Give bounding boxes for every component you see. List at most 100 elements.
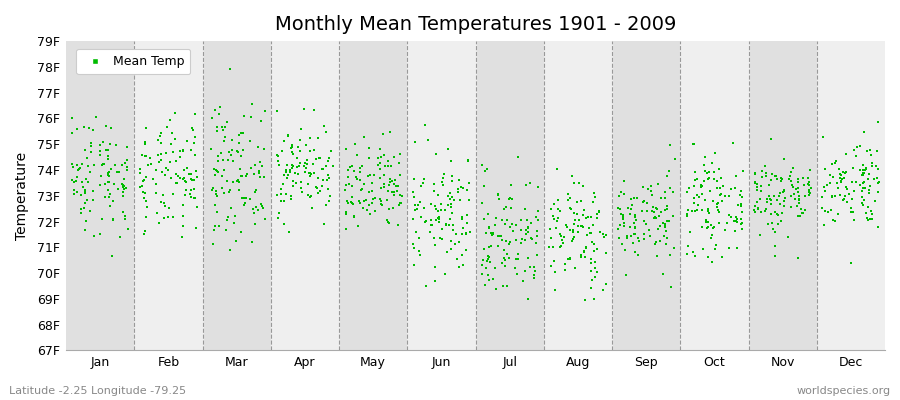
Point xyxy=(118,160,132,166)
Point xyxy=(613,206,627,212)
Point xyxy=(527,268,542,274)
Point xyxy=(284,149,299,155)
Point xyxy=(384,178,399,184)
Point xyxy=(586,222,600,228)
Point xyxy=(221,189,236,195)
Point xyxy=(105,253,120,259)
Point xyxy=(649,205,663,211)
Point xyxy=(662,218,676,224)
Point xyxy=(618,272,633,278)
Point xyxy=(796,175,810,181)
Point xyxy=(106,198,121,204)
Point xyxy=(446,210,460,216)
Point xyxy=(870,224,885,230)
Point xyxy=(835,176,850,182)
Point xyxy=(302,148,317,154)
Point xyxy=(210,209,224,216)
Point xyxy=(148,190,163,196)
Point xyxy=(300,156,314,163)
Point xyxy=(302,170,317,176)
Point xyxy=(663,252,678,258)
Point xyxy=(709,178,724,184)
Point xyxy=(362,202,376,209)
Point xyxy=(660,202,674,209)
Point xyxy=(455,216,470,222)
Point xyxy=(477,282,491,288)
Point xyxy=(208,223,222,230)
Point xyxy=(449,256,464,263)
Point xyxy=(164,175,178,181)
Point xyxy=(687,140,701,147)
Point xyxy=(629,194,643,201)
Point xyxy=(356,205,370,212)
Point xyxy=(118,213,132,220)
Point xyxy=(617,247,632,254)
Point xyxy=(65,161,79,167)
Point xyxy=(277,137,292,144)
Point xyxy=(392,160,406,166)
Point xyxy=(78,200,93,206)
Point xyxy=(225,137,239,143)
Point xyxy=(765,220,779,226)
Point xyxy=(436,182,450,188)
Point xyxy=(764,177,778,184)
Bar xyxy=(680,41,749,350)
Point xyxy=(861,217,876,223)
Point xyxy=(270,192,284,198)
Point xyxy=(611,204,625,211)
Point xyxy=(838,169,852,176)
Point xyxy=(650,253,664,260)
Point xyxy=(798,192,813,199)
Point xyxy=(184,176,199,183)
Point xyxy=(455,184,470,191)
Point xyxy=(850,144,864,150)
Point xyxy=(436,171,451,177)
Point xyxy=(660,234,674,241)
Point xyxy=(83,169,97,176)
Point xyxy=(187,186,202,192)
Point xyxy=(176,201,190,208)
Point xyxy=(858,184,872,191)
Point xyxy=(165,130,179,137)
Point xyxy=(561,191,575,198)
Point xyxy=(431,192,446,198)
Point xyxy=(96,139,111,146)
Point xyxy=(579,245,593,251)
Point xyxy=(97,161,112,167)
Point xyxy=(551,206,565,212)
Point xyxy=(342,181,356,187)
Point xyxy=(220,226,234,233)
Point xyxy=(791,199,806,206)
Point xyxy=(714,174,728,181)
Point xyxy=(691,202,706,208)
Point xyxy=(768,243,782,249)
Point xyxy=(461,158,475,164)
Point xyxy=(597,234,611,240)
Point xyxy=(137,231,151,237)
Point xyxy=(649,215,663,222)
Point xyxy=(501,196,516,202)
Point xyxy=(274,186,288,192)
Point xyxy=(255,202,269,209)
Point xyxy=(824,207,838,213)
Point xyxy=(486,230,500,237)
Point xyxy=(151,152,166,158)
Point xyxy=(431,214,446,220)
Point xyxy=(862,190,877,196)
Point xyxy=(376,172,391,178)
Point xyxy=(627,220,642,226)
Point xyxy=(428,217,443,223)
Point xyxy=(226,158,240,164)
Point xyxy=(256,146,271,152)
Point xyxy=(763,196,778,202)
Point xyxy=(758,163,772,170)
Point xyxy=(642,186,656,192)
Point xyxy=(530,232,544,239)
Point xyxy=(868,163,883,170)
Point xyxy=(587,190,601,196)
Point xyxy=(277,221,292,227)
Point xyxy=(665,189,680,196)
Point xyxy=(640,200,654,206)
Point xyxy=(870,118,885,125)
Point xyxy=(509,271,524,278)
